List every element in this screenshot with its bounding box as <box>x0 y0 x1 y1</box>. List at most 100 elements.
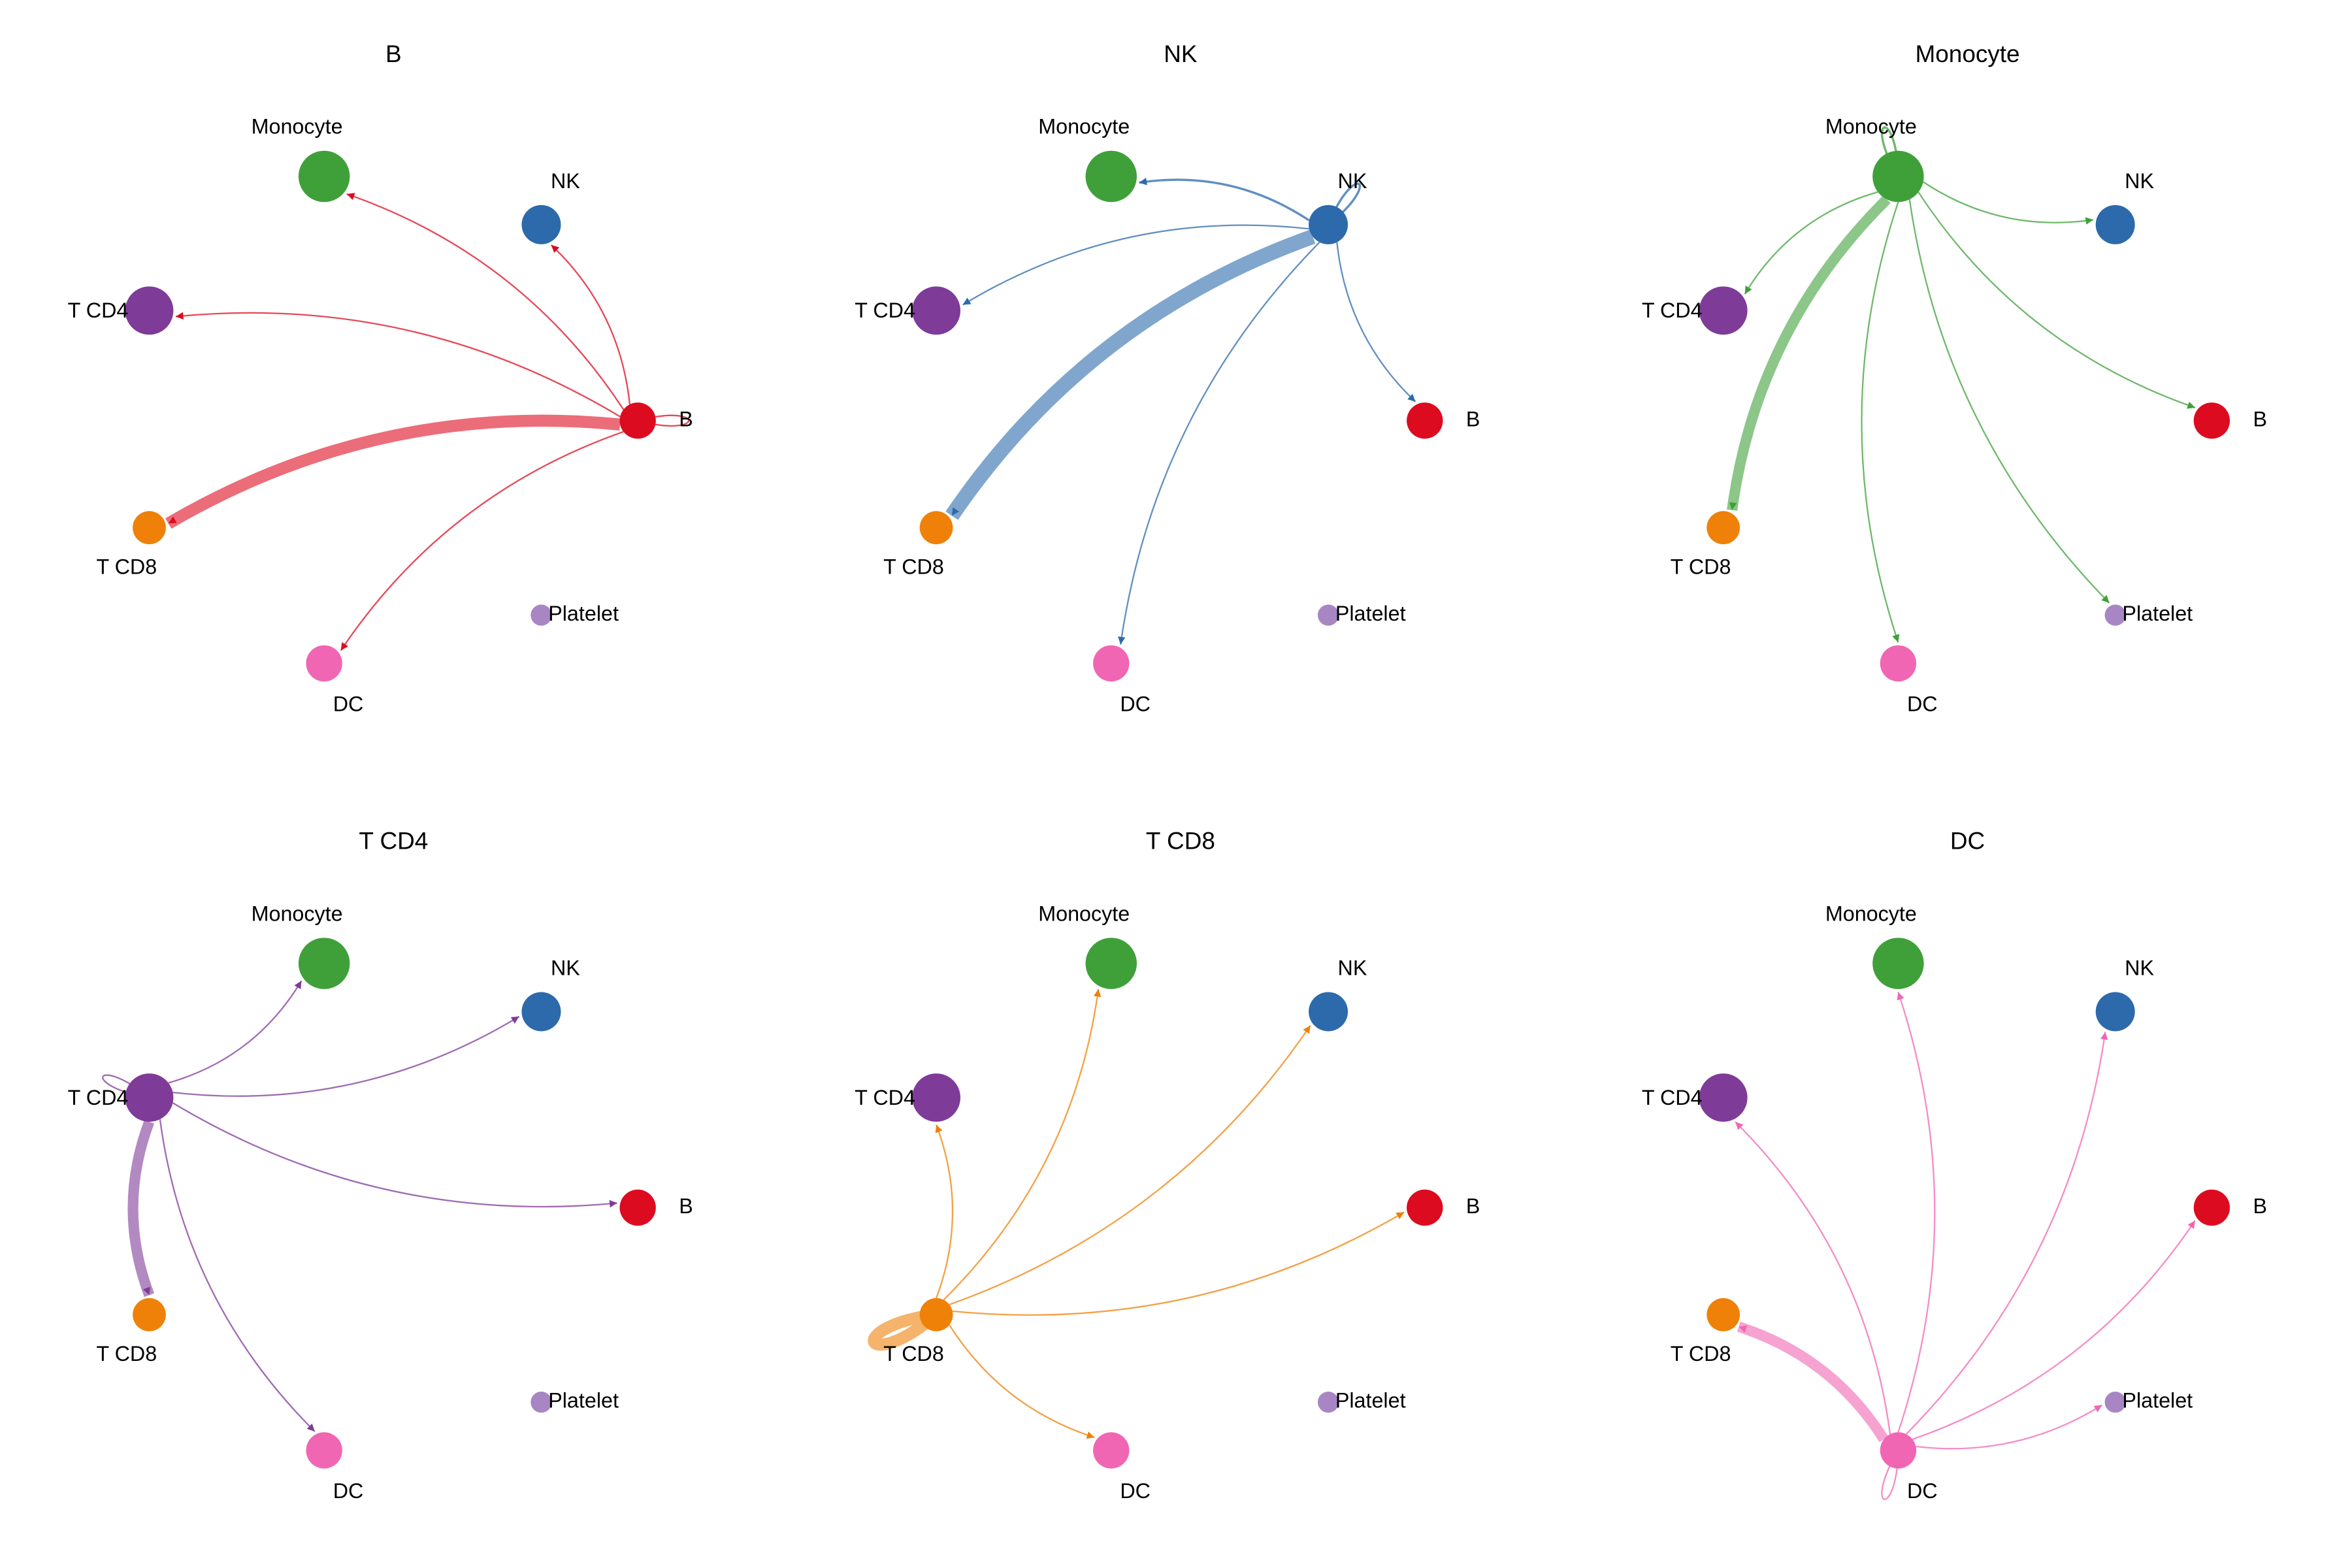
arrowhead <box>551 244 560 253</box>
node <box>912 1073 960 1122</box>
self-loop <box>1327 182 1362 226</box>
node <box>619 402 656 439</box>
node-label: T CD4 <box>855 299 915 322</box>
edge <box>1336 242 1416 402</box>
node <box>2095 204 2135 244</box>
node-label: Platelet <box>1335 602 1406 625</box>
node <box>1699 286 1748 335</box>
panel: T CD8 Monocyte NK T CD4 B T CD8 DC Platelet <box>855 828 1480 1503</box>
edge <box>346 193 625 410</box>
arrowhead <box>143 1286 150 1296</box>
arrowhead <box>1735 1122 1744 1130</box>
edge <box>1912 1220 2196 1441</box>
arrowhead <box>2101 595 2110 603</box>
node <box>521 204 561 244</box>
edge <box>1737 1322 1889 1443</box>
edge <box>1923 181 2094 223</box>
node <box>1093 1432 1130 1469</box>
node <box>1872 938 1924 989</box>
node-label: NK <box>1338 169 1367 193</box>
node <box>1699 1073 1748 1122</box>
edge <box>952 1211 1405 1316</box>
node <box>298 938 350 989</box>
node-label: B <box>2253 407 2267 431</box>
node-label: B <box>1466 1194 1480 1218</box>
node <box>912 286 960 335</box>
node-label: Platelet <box>2122 1389 2193 1413</box>
arrowhead <box>510 1016 519 1024</box>
node <box>2095 992 2135 1032</box>
node-label: DC <box>1120 1479 1151 1503</box>
node-label: T CD4 <box>68 299 129 322</box>
node-label: Monocyte <box>1038 115 1130 139</box>
node <box>133 511 166 545</box>
arrowhead <box>609 1200 617 1208</box>
edge <box>159 1119 316 1432</box>
node <box>1093 645 1130 682</box>
arrowhead <box>1892 634 1900 643</box>
arrowhead <box>1897 992 1904 1001</box>
node-label: T CD4 <box>1642 299 1703 322</box>
edge <box>1908 199 2110 604</box>
node <box>133 1298 166 1331</box>
node <box>2104 1392 2126 1413</box>
edge <box>168 980 302 1084</box>
edge <box>949 1324 1095 1439</box>
edge <box>945 229 1316 520</box>
edge <box>1119 241 1320 645</box>
arrowhead <box>2187 401 2195 409</box>
node-label: T CD8 <box>96 555 157 579</box>
node-label: Platelet <box>548 1389 619 1413</box>
node-label: T CD8 <box>96 1342 157 1365</box>
node-label: Platelet <box>1335 1389 1406 1413</box>
node <box>1317 604 1339 626</box>
node-label: T CD8 <box>1671 555 1731 579</box>
arrowhead <box>1739 1325 1748 1333</box>
node-label: Platelet <box>2122 602 2193 625</box>
panel-title: DC <box>1950 828 1985 855</box>
edge <box>127 1120 155 1298</box>
edges <box>868 988 1405 1439</box>
node-label: Monocyte <box>1825 115 1917 139</box>
panel-title: T CD4 <box>359 828 428 855</box>
node-label: T CD4 <box>855 1086 915 1109</box>
edge <box>1861 201 1899 643</box>
node <box>1085 150 1137 203</box>
node <box>1707 511 1740 545</box>
node-label: NK <box>2125 169 2154 193</box>
arrowhead <box>168 516 177 524</box>
node-label: B <box>679 1194 693 1218</box>
node <box>2193 402 2230 439</box>
edges <box>1735 992 2196 1501</box>
node-label: T CD4 <box>1642 1086 1703 1109</box>
arrowhead <box>935 1124 943 1134</box>
node-label: B <box>2253 1194 2267 1218</box>
arrowhead <box>1093 988 1102 998</box>
node-label: DC <box>333 1479 364 1503</box>
edge <box>1139 178 1310 221</box>
node-label: Platelet <box>548 602 619 625</box>
arrowhead <box>294 981 302 990</box>
node <box>531 1392 552 1413</box>
arrowhead <box>2187 1220 2195 1230</box>
arrowhead <box>1086 1431 1095 1439</box>
panel-title: NK <box>1164 41 1198 67</box>
panel: Monocyte Monocyte NK T CD4 B T CD8 DC Platelet <box>1642 41 2267 715</box>
node <box>1309 992 1348 1032</box>
arrowhead <box>340 642 348 651</box>
node-label: T CD8 <box>883 1342 944 1365</box>
panel: B Monocyte NK T CD4 B T CD8 DC Platelet <box>68 41 693 715</box>
arrowhead <box>1118 636 1126 645</box>
edge <box>1744 191 1878 295</box>
edge <box>943 988 1100 1301</box>
panel-title: B <box>385 41 402 67</box>
edge <box>1916 1404 2103 1450</box>
arrowhead <box>1407 393 1416 402</box>
arrowhead <box>346 193 355 201</box>
edge <box>1735 1121 1891 1435</box>
arrowhead <box>2093 1405 2102 1413</box>
self-loop <box>1881 1450 1899 1501</box>
panel-title: Monocyte <box>1916 41 2020 67</box>
